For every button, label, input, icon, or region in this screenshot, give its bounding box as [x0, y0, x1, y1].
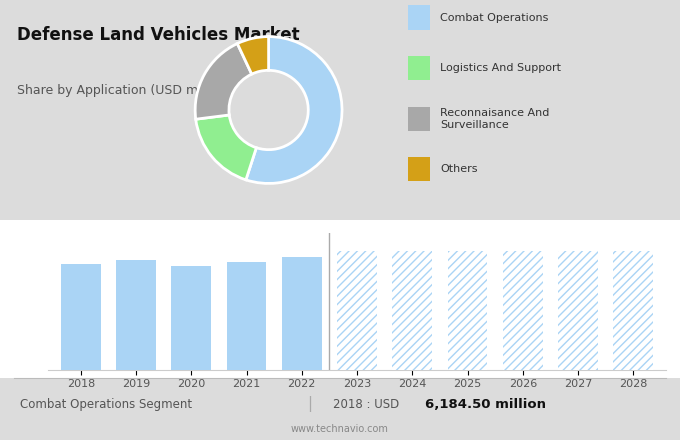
Wedge shape — [246, 37, 342, 183]
Text: Combat Operations Segment: Combat Operations Segment — [20, 398, 192, 411]
Bar — [61, 264, 101, 370]
Bar — [171, 266, 211, 370]
Bar — [558, 251, 598, 370]
Text: www.technavio.com: www.technavio.com — [291, 424, 389, 434]
Bar — [282, 257, 322, 370]
Text: 6,184.50 million: 6,184.50 million — [425, 398, 546, 411]
Bar — [337, 251, 377, 370]
Bar — [116, 260, 156, 370]
Text: 2018 : USD: 2018 : USD — [333, 398, 403, 411]
Text: Logistics And Support: Logistics And Support — [440, 63, 561, 73]
Text: Others: Others — [440, 165, 477, 174]
Bar — [503, 251, 543, 370]
Text: Reconnaisance And
Surveillance: Reconnaisance And Surveillance — [440, 108, 549, 130]
Bar — [447, 251, 488, 370]
Text: Combat Operations: Combat Operations — [440, 13, 548, 22]
Wedge shape — [237, 37, 269, 74]
Text: Share by Application (USD million): Share by Application (USD million) — [17, 84, 233, 97]
Bar — [392, 251, 432, 370]
Wedge shape — [196, 115, 256, 180]
Wedge shape — [195, 44, 252, 119]
Bar — [226, 262, 267, 370]
Bar — [613, 251, 653, 370]
Text: |: | — [307, 396, 312, 412]
Text: Defense Land Vehicles Market: Defense Land Vehicles Market — [17, 26, 300, 44]
